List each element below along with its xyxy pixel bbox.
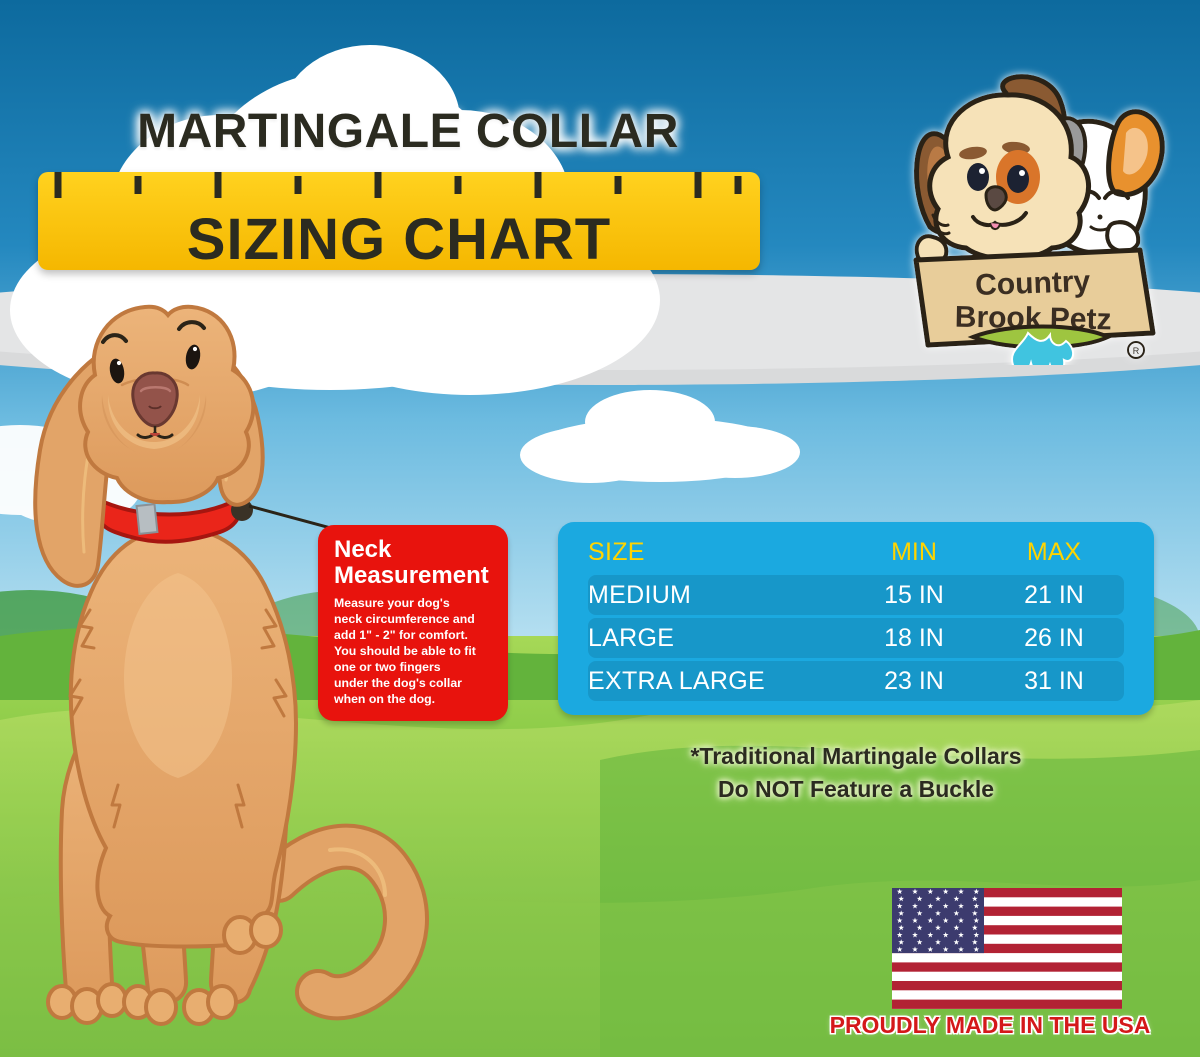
- svg-text:R: R: [1133, 346, 1140, 356]
- svg-text:Country: Country: [975, 265, 1091, 302]
